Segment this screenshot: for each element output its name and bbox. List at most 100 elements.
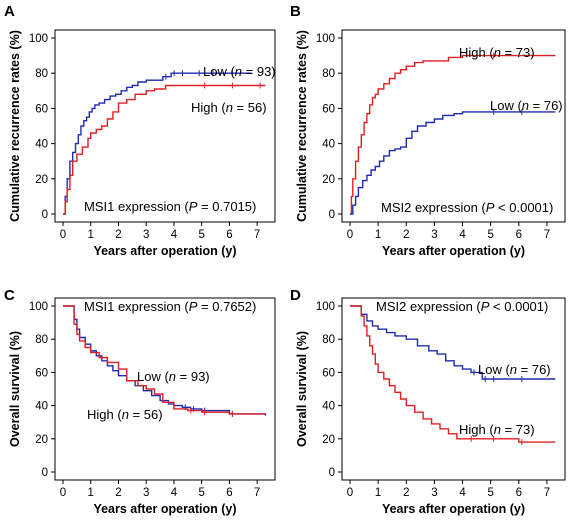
annotation-p: P [486, 200, 495, 215]
x-axis-label: Years after operation (y) [93, 502, 236, 516]
p-value-annotation: MSI2 expression (P < 0.0001) [376, 299, 548, 314]
series-label-n: n [169, 369, 176, 384]
annotation-text: MSI2 expression ( [376, 299, 481, 314]
y-tick-label: 60 [35, 367, 48, 379]
plot-frame [54, 297, 276, 481]
series-label-n: n [522, 98, 529, 113]
series-label-low: Low (n = 93) [137, 369, 210, 384]
panel-a: A 0 20 40 60 80 100 0 1 2 3 4 5 6 7 Years after operati… [4, 3, 276, 258]
annotation-rest: = 0.7015) [197, 199, 256, 214]
plot-frame [341, 297, 566, 481]
y-tick-label: 100 [29, 301, 48, 313]
series-label-n: n [235, 64, 242, 79]
panel-b: B 0 20 40 60 80 100 0 1 2 3 4 5 6 7 Years after operati… [290, 3, 566, 258]
x-tick-label: 1 [88, 229, 94, 241]
x-tick-label: 3 [431, 229, 437, 241]
x-axis-label: Years after operation (y) [93, 244, 236, 258]
x-tick-label: 5 [487, 229, 493, 241]
x-tick-label: 4 [171, 229, 178, 241]
series-line-low [350, 111, 556, 215]
series-label-value: = 93) [176, 369, 210, 384]
y-tick-label: 80 [35, 334, 48, 346]
x-axis-label: Years after operation (y) [382, 244, 525, 258]
panel-letter: A [4, 3, 15, 20]
series-label-low: Low (n = 76) [478, 362, 551, 377]
series-label-high: High (n = 56) [87, 407, 163, 422]
y-tick-label: 100 [316, 33, 335, 45]
annotation-text: MSI1 expression ( [84, 299, 189, 314]
series-label-high: High (n = 73) [459, 45, 535, 60]
series-label-value: = 73) [501, 45, 535, 60]
series-line-low [63, 72, 252, 215]
series-label-value: = 73) [501, 422, 535, 437]
y-tick-label: 40 [322, 139, 335, 151]
series-label-prefix: High ( [459, 422, 494, 437]
panel-letter: C [4, 287, 15, 304]
y-tick-label: 80 [35, 68, 48, 80]
series-label-prefix: Low ( [478, 362, 510, 377]
x-tick-label: 6 [516, 487, 522, 499]
y-tick-label: 40 [35, 139, 48, 151]
series-label-value: = 76) [517, 362, 551, 377]
y-axis-label: Cumulative recurrence rates (%) [295, 30, 309, 222]
y-tick-label: 20 [322, 434, 335, 446]
series-label-prefix: High ( [191, 100, 226, 115]
y-tick-label: 60 [322, 103, 335, 115]
annotation-rest: < 0.0001) [494, 200, 553, 215]
y-tick-label: 80 [322, 334, 335, 346]
series-label-prefix: Low ( [137, 369, 169, 384]
x-tick-label: 4 [459, 229, 466, 241]
series-label-value: = 76) [529, 98, 563, 113]
annotation-text: MSI2 expression ( [381, 200, 486, 215]
annotation-p: P [189, 199, 198, 214]
x-tick-label: 7 [254, 229, 260, 241]
series-label-prefix: High ( [87, 407, 122, 422]
x-tick-label: 6 [516, 229, 522, 241]
series-label-n: n [510, 362, 517, 377]
plot-frame [341, 29, 566, 223]
x-tick-label: 0 [60, 487, 66, 499]
panel-d: D 0 20 40 60 80 100 0 1 2 3 4 5 6 7 Years after operati… [290, 287, 566, 516]
y-tick-label: 40 [35, 401, 48, 413]
series-line-high [350, 305, 556, 443]
x-tick-label: 2 [115, 487, 121, 499]
x-tick-label: 5 [198, 229, 204, 241]
annotation-p: P [189, 299, 198, 314]
x-tick-label: 2 [403, 229, 409, 241]
panel-letter: B [290, 3, 301, 20]
panel-c: C 0 20 40 60 80 100 0 1 2 3 4 5 6 7 Years after operati… [4, 287, 276, 516]
series-label-n: n [122, 407, 129, 422]
series-label-high: High (n = 73) [459, 422, 535, 437]
x-tick-label: 0 [347, 487, 353, 499]
x-tick-label: 6 [226, 487, 232, 499]
x-tick-label: 7 [544, 487, 550, 499]
y-tick-label: 60 [322, 367, 335, 379]
x-tick-label: 5 [487, 487, 493, 499]
series-label-prefix: High ( [459, 45, 494, 60]
panel-letter: D [290, 287, 301, 304]
series-line-low [350, 305, 556, 380]
y-tick-label: 100 [29, 33, 48, 45]
x-tick-label: 5 [198, 487, 204, 499]
y-tick-label: 100 [316, 301, 335, 313]
annotation-rest: = 0.7652) [197, 299, 256, 314]
series-label-value: = 93) [242, 64, 276, 79]
y-tick-label: 20 [35, 434, 48, 446]
series-line-high [350, 54, 556, 215]
series-label-n: n [226, 100, 233, 115]
y-tick-label: 60 [35, 103, 48, 115]
y-tick-label: 20 [322, 174, 335, 186]
y-axis-label: Overall survival (%) [295, 331, 309, 447]
y-axis-label: Cumulative recurrence rates (%) [8, 30, 22, 222]
plot-frame [54, 29, 276, 223]
series-label-value: = 56) [129, 407, 163, 422]
x-tick-label: 7 [254, 487, 260, 499]
y-tick-label: 0 [42, 467, 48, 479]
p-value-annotation: MSI2 expression (P < 0.0001) [381, 200, 553, 215]
y-tick-label: 0 [329, 467, 335, 479]
y-tick-label: 80 [322, 68, 335, 80]
annotation-p: P [481, 299, 490, 314]
x-tick-label: 4 [459, 487, 466, 499]
p-value-annotation: MSI1 expression (P = 0.7015) [84, 199, 256, 214]
y-tick-label: 0 [329, 209, 335, 221]
